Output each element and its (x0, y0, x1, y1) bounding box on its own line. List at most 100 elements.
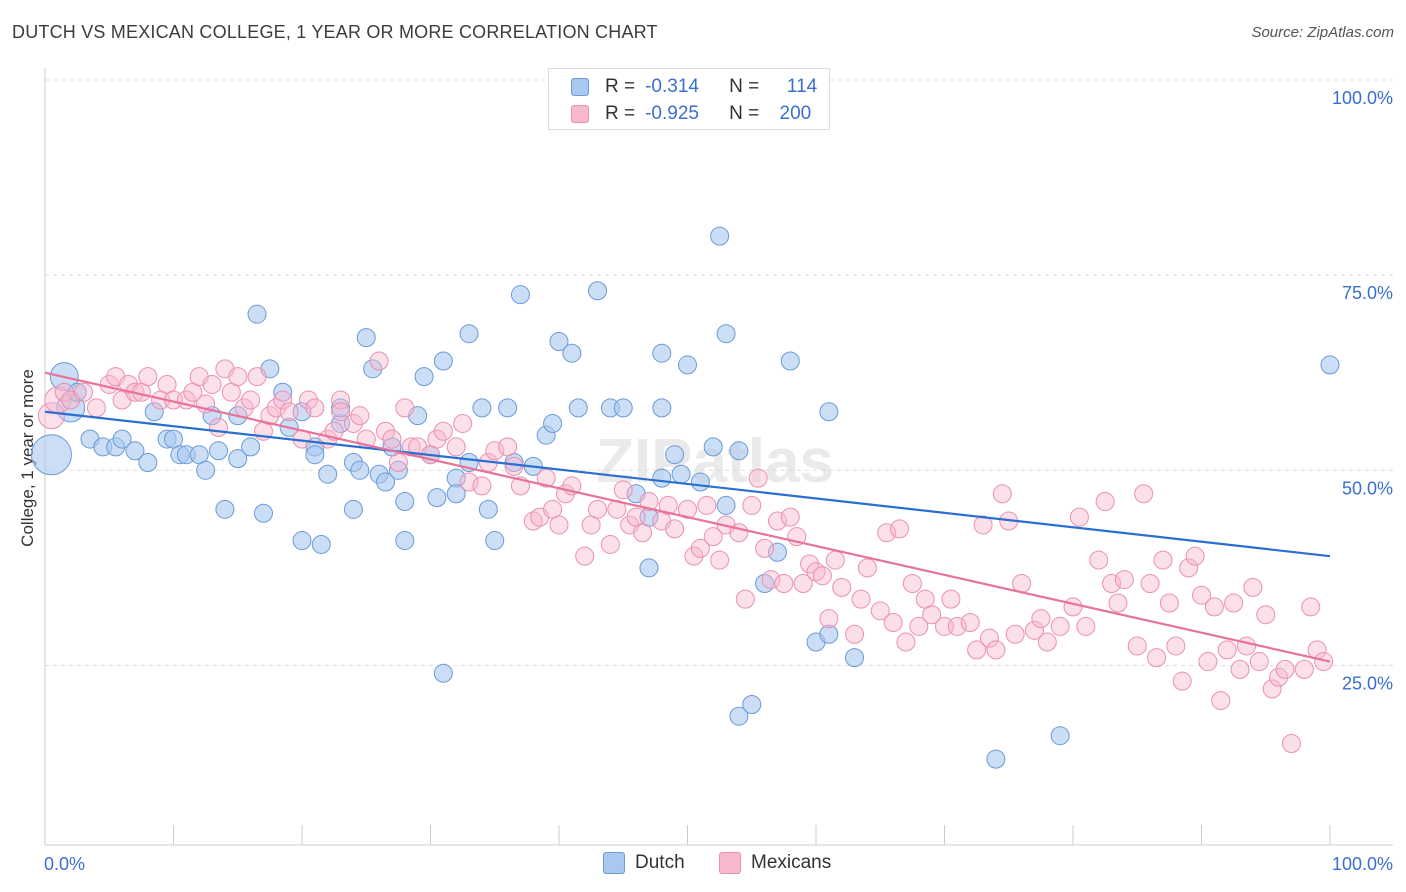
tick-labels: 25.0% 50.0% 75.0% 100.0% 0.0% 100.0% (44, 88, 1393, 874)
mexicans-point (1256, 605, 1276, 625)
mexicans-point (1198, 652, 1218, 672)
dutch-point (568, 398, 588, 418)
mexicans-point (979, 628, 999, 648)
mexicans-point (613, 480, 633, 500)
mexicans-point (228, 367, 248, 387)
dutch-point (678, 355, 697, 375)
mexicans-point (388, 453, 408, 472)
trend-lines (44, 371, 1331, 663)
mexicans-point (1236, 636, 1256, 656)
mexicans-point (658, 495, 678, 515)
mexicans-point (767, 511, 787, 531)
mexicans-point (1076, 616, 1096, 636)
mexicans-point (1031, 609, 1051, 629)
mexicans-point (793, 573, 813, 593)
mexicans-point (1005, 624, 1025, 644)
mexicans-point (1108, 593, 1128, 613)
dutch-point (510, 285, 530, 305)
dutch-point (671, 464, 691, 484)
mexicans-point (742, 495, 762, 515)
mexicans-point (1281, 734, 1301, 754)
mexicans-point (883, 613, 903, 633)
correlation-legend: R = -0.314 N = 114 R = -0.925 N = 200 (548, 68, 830, 130)
dutch-point (305, 445, 325, 465)
dutch-point (690, 472, 710, 492)
dutch-point (395, 531, 415, 551)
dutch-point (652, 468, 672, 488)
mexicans-point (1063, 597, 1083, 617)
mexicans-point (74, 382, 94, 402)
dutch-swatch (571, 78, 589, 96)
mexicans-point (703, 527, 723, 547)
mexicans-point (260, 406, 280, 426)
mexicans-point (343, 413, 363, 433)
dutch-point (613, 398, 633, 418)
mexicans-point (690, 538, 710, 558)
mexicans-point (1037, 632, 1057, 652)
dutch-point (343, 499, 363, 519)
mexicans-point (575, 546, 595, 566)
mexicans-point (774, 573, 794, 593)
mexicans-point (1294, 659, 1314, 679)
dutch-point (639, 558, 659, 578)
dutch-legend-swatch (603, 852, 625, 874)
mexicans-point (279, 402, 299, 422)
mexicans-point (761, 570, 781, 590)
mexicans-point (273, 390, 293, 410)
mexicans-point (1275, 659, 1295, 679)
y-tick-label: 50.0% (1342, 478, 1393, 498)
mexicans-point (1224, 593, 1244, 613)
mexicans-point (1269, 667, 1289, 687)
dutch-point (478, 499, 498, 519)
dutch-point (331, 398, 351, 418)
series-legend: Dutch Mexicans (0, 852, 1406, 876)
mexicans-point (800, 554, 820, 574)
mexicans-point (857, 558, 877, 578)
dutch-point (543, 413, 563, 433)
dutch-point (446, 484, 466, 504)
mexicans-point (1314, 652, 1334, 672)
mexicans-point (54, 382, 74, 402)
mexicans-point (427, 429, 447, 449)
dutch-point (228, 449, 248, 469)
mexicans-point (588, 499, 608, 519)
dutch-point (588, 281, 608, 301)
dutch-point (427, 488, 447, 508)
mexicans-point (896, 632, 916, 652)
mexicans-point (639, 492, 659, 512)
dutch-n-label: N = (729, 76, 760, 97)
mexicans-point (1249, 652, 1269, 672)
mexicans-point (331, 390, 351, 410)
legend-item-mexicans: Mexicans (719, 852, 831, 874)
dutch-point (395, 492, 415, 512)
mexicans-point (202, 374, 222, 394)
mexicans-point (1153, 550, 1173, 570)
mexicans-point (1217, 640, 1237, 660)
mexicans-point (1024, 620, 1044, 640)
mexicans-point (1211, 691, 1231, 711)
dutch-point (665, 445, 685, 465)
grid-lines (45, 79, 1393, 666)
mexicans-point (376, 421, 396, 441)
dutch-point (247, 304, 267, 324)
mexicans-point (665, 519, 685, 539)
dutch-point (208, 441, 228, 461)
y-tick-label: 25.0% (1342, 673, 1393, 693)
dutch-point (472, 398, 492, 418)
mexicans-point (549, 515, 569, 535)
dutch-legend-label: Dutch (635, 852, 685, 873)
mexicans-point (1147, 648, 1167, 668)
dutch-point (350, 460, 370, 480)
mexicans-legend-label: Mexicans (751, 852, 832, 873)
mexicans-point (266, 398, 286, 418)
mexicans-point (735, 589, 755, 609)
mexicans-point (710, 550, 730, 570)
dutch-point (196, 460, 216, 480)
mexicans-point (1095, 492, 1115, 512)
mexicans-point (812, 566, 832, 586)
mexicans-point (941, 589, 961, 609)
mexicans-point (909, 616, 929, 636)
mexicans-point (1262, 679, 1282, 699)
dutch-point (845, 648, 865, 668)
